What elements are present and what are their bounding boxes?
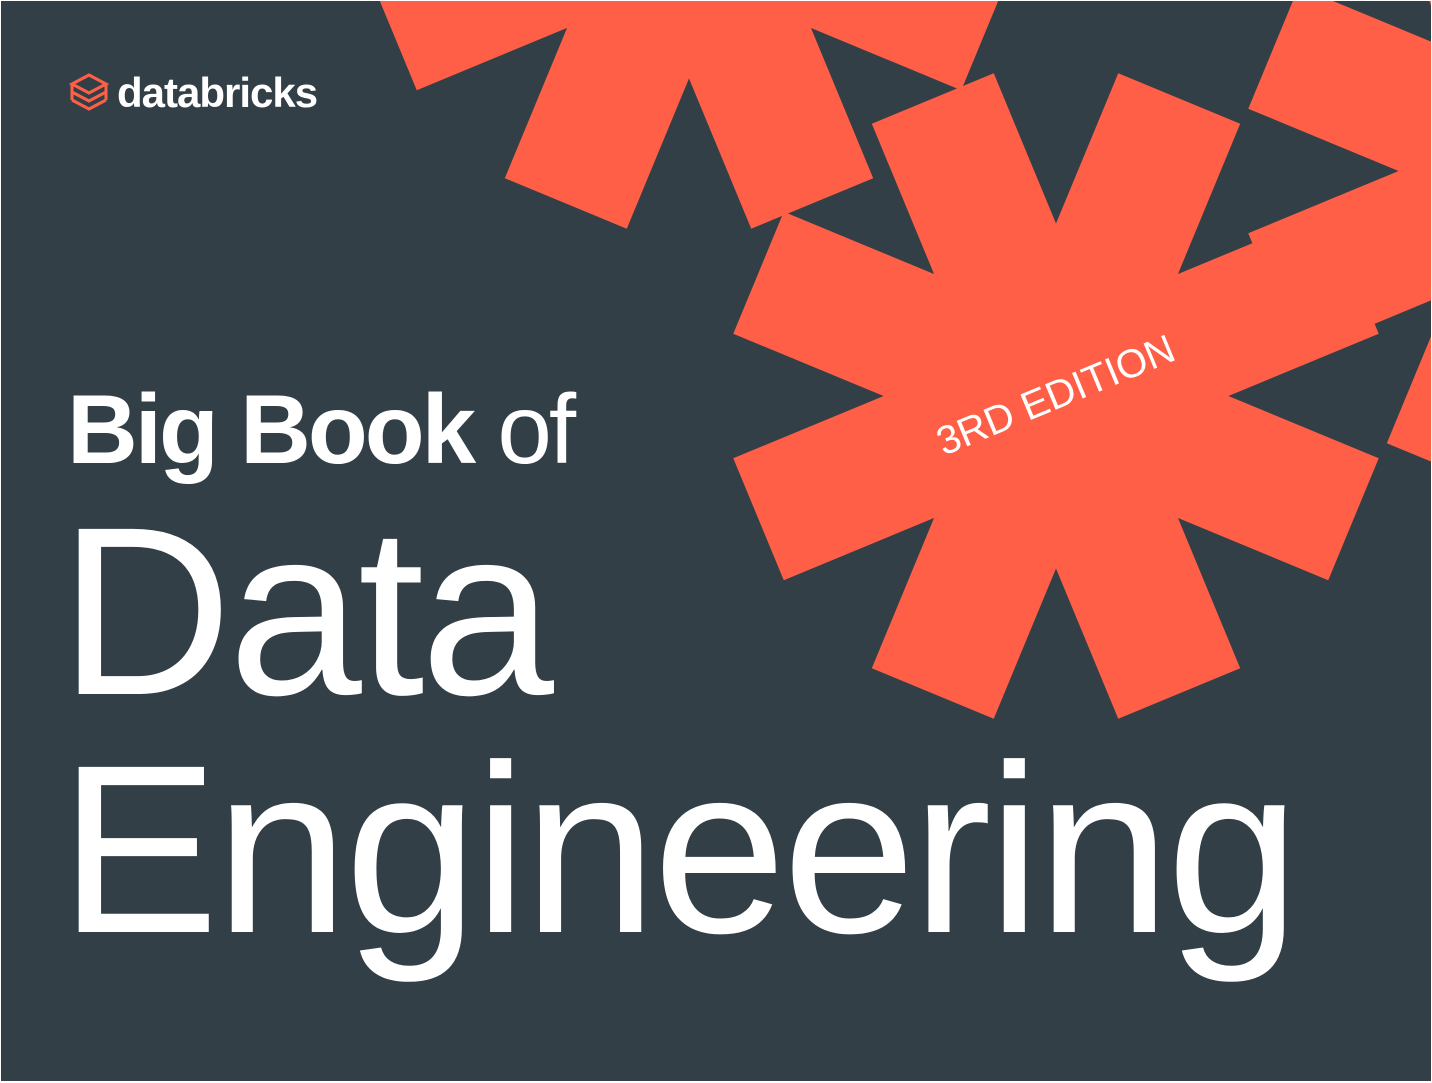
star-right [1248, 1, 1431, 494]
star-large [733, 73, 1379, 719]
title-big-book: Big Book [67, 374, 476, 484]
databricks-layers-icon [69, 73, 109, 111]
star-top [366, 1, 1012, 229]
title-engineering: Engineering [59, 715, 1300, 983]
databricks-logo: databricks [69, 69, 318, 117]
star-arm [504, 1, 874, 229]
title-of: of [497, 374, 576, 484]
star-arm [504, 1, 874, 229]
star-arm [871, 73, 1241, 719]
star-arm [1248, 1, 1431, 356]
title-line-1: Big Book of [67, 373, 576, 486]
title-data: Data [59, 477, 554, 745]
star-arm [1248, 1, 1431, 356]
brand-name: databricks [117, 69, 318, 116]
